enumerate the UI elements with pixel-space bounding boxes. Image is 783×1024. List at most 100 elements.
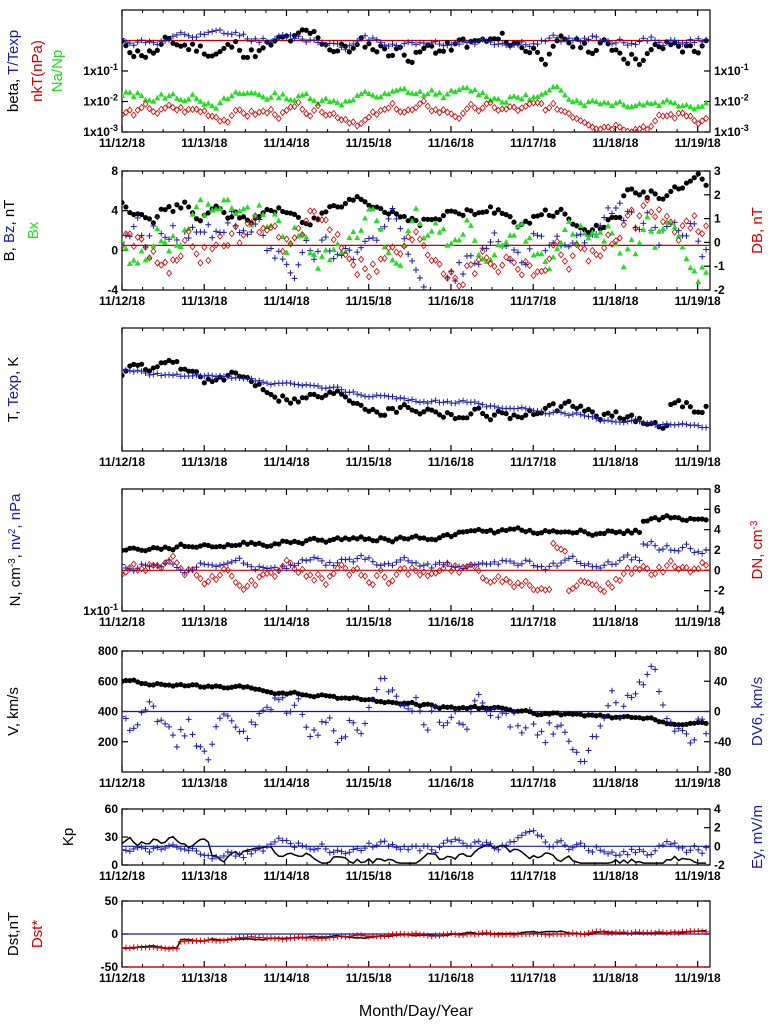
date-tick-label: 11/14/18	[263, 615, 309, 629]
left-axis-label: beta, T/Texp	[5, 30, 22, 112]
date-tick-label: 11/19/18	[675, 294, 721, 308]
date-tick-label: 11/12/18	[99, 776, 145, 790]
date-tick-label: 11/16/18	[428, 294, 474, 308]
date-tick-label: 11/18/18	[592, 869, 638, 883]
left-axis-label: N, cm-3, nv2, nPa	[7, 493, 24, 607]
date-tick-label: 11/14/18	[263, 294, 309, 308]
left-axis-label-2: Bx	[25, 221, 42, 239]
right-axis-label: Ey, mV/m	[749, 805, 766, 869]
date-tick-label: 11/17/18	[510, 615, 556, 629]
left-axis-label: T, Texp, K	[5, 357, 22, 423]
date-tick-label: 11/14/18	[263, 455, 309, 469]
date-tick-label: 11/16/18	[428, 136, 474, 150]
left-axis-label: Kp	[60, 828, 77, 846]
right-tick-label: -40	[714, 735, 732, 749]
panel-density: 11/12/18 11/13/18 11/14/18 11/15/18 11/16/18…	[7, 482, 766, 629]
date-tick-label: 11/18/18	[592, 776, 638, 790]
data-marks	[122, 827, 710, 865]
date-tick-label: 11/17/18	[510, 869, 556, 883]
left-tick-label: 1x10-1	[83, 602, 118, 618]
data-marks	[122, 27, 710, 132]
left-axis-label-3: Na/Np	[49, 50, 66, 93]
plot-frame	[121, 9, 711, 133]
date-tick-label: 11/19/18	[675, 136, 721, 150]
left-tick-label: 600	[98, 674, 118, 688]
panel-bfield: 11/12/18 11/13/18 11/14/18 11/15/18 11/16/18…	[1, 164, 766, 308]
left-tick-label: 4	[111, 204, 118, 218]
date-tick-label: 11/19/18	[675, 869, 721, 883]
date-tick-label: 11/18/18	[592, 294, 638, 308]
left-tick-label: -4	[107, 283, 118, 297]
date-tick-label: 11/19/18	[675, 455, 721, 469]
left-tick-label: 1x10-1	[83, 62, 118, 78]
panel-dst: 11/12/18 11/13/18 11/14/18 11/15/18 11/16/18…	[5, 894, 721, 985]
right-tick-label: 3	[714, 164, 721, 178]
date-tick-label: 11/12/18	[99, 615, 145, 629]
date-tick-label: 11/13/18	[181, 615, 227, 629]
date-tick-label: 11/12/18	[99, 869, 145, 883]
right-tick-label: 40	[714, 674, 728, 688]
right-tick-label: 2	[714, 188, 721, 202]
left-axis-label: V, km/s	[5, 687, 22, 736]
right-tick-label: 4	[714, 802, 721, 816]
right-tick-label: -2	[714, 283, 725, 297]
plot-frame	[121, 327, 711, 452]
date-tick-label: 11/15/18	[346, 971, 392, 985]
left-tick-label: 8	[111, 164, 118, 178]
date-tick-label: 11/13/18	[181, 869, 227, 883]
left-tick-label: 0	[111, 243, 118, 257]
right-tick-label: 0	[714, 839, 721, 853]
date-tick-label: 11/16/18	[428, 455, 474, 469]
panel-beta: 11/12/18 11/13/18 11/14/18 11/15/18 11/16/18…	[5, 9, 749, 150]
date-tick-label: 11/17/18	[510, 776, 556, 790]
right-tick-label: -2	[714, 858, 725, 872]
right-tick-label: 0	[714, 705, 721, 719]
date-tick-label: 11/16/18	[428, 869, 474, 883]
plot-frame	[121, 170, 711, 291]
x-axis-title: Month/Day/Year	[359, 1003, 474, 1020]
left-axis-label: B, Bz, nT	[1, 200, 18, 262]
right-tick-label: 1x10-3	[714, 123, 749, 139]
right-axis-label: DN, cm-3	[749, 520, 766, 579]
right-tick-label: 1x10-2	[714, 93, 749, 109]
right-tick-label: 1	[714, 212, 721, 226]
left-tick-label: 30	[105, 830, 119, 844]
date-tick-label: 11/12/18	[99, 971, 145, 985]
left-tick-label: 60	[105, 802, 119, 816]
date-tick-label: 11/12/18	[99, 455, 145, 469]
right-tick-label: -2	[714, 584, 725, 598]
right-tick-label: 80	[714, 644, 728, 658]
right-tick-label: 0	[714, 563, 721, 577]
date-tick-label: 11/17/18	[510, 971, 556, 985]
right-tick-label: -4	[714, 604, 725, 618]
panel-temperature: 11/12/18 11/13/18 11/14/18 11/15/18 11/16/18…	[5, 327, 721, 469]
date-tick-label: 11/12/18	[99, 294, 145, 308]
left-tick-label: 1x10-2	[83, 93, 118, 109]
date-tick-label: 11/19/18	[675, 971, 721, 985]
date-tick-label: 11/16/18	[428, 615, 474, 629]
panel-velocity: 11/12/18 11/13/18 11/14/18 11/15/18 11/16/18…	[5, 644, 766, 790]
date-tick-label: 11/15/18	[346, 136, 392, 150]
right-tick-label: 4	[714, 523, 721, 537]
date-tick-label: 11/19/18	[675, 776, 721, 790]
left-axis-label-2: Dst*	[29, 920, 46, 949]
right-axis-label: DB, nT	[749, 207, 766, 254]
date-tick-label: 11/13/18	[181, 294, 227, 308]
right-tick-label: 2	[714, 821, 721, 835]
date-tick-label: 11/12/18	[99, 136, 145, 150]
date-tick-label: 11/14/18	[263, 136, 309, 150]
left-tick-label: 0	[111, 858, 118, 872]
date-tick-label: 11/15/18	[346, 294, 392, 308]
data-marks	[122, 928, 710, 953]
date-tick-label: 11/17/18	[510, 455, 556, 469]
date-tick-label: 11/15/18	[346, 776, 392, 790]
left-tick-label: 400	[98, 705, 118, 719]
data-marks	[122, 513, 710, 596]
left-tick-label: 0	[111, 927, 118, 941]
right-tick-label: -1	[714, 259, 725, 273]
plot-frame	[121, 808, 711, 866]
plot-frame	[121, 488, 711, 612]
right-tick-label: 1x10-1	[714, 62, 749, 78]
date-tick-label: 11/14/18	[263, 776, 309, 790]
